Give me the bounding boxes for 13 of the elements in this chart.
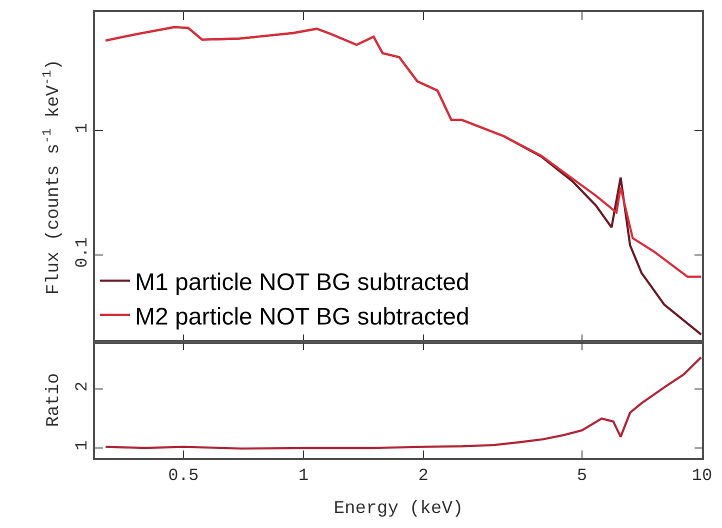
y-tick-label: 0.1 [73, 237, 92, 268]
legend-label: M1 particle NOT BG subtracted [135, 269, 470, 296]
y-tick-label: 2 [73, 381, 92, 392]
x-tick-label: 2 [418, 467, 428, 486]
y-tick-label: 1 [73, 123, 92, 134]
x-tick-label: 5 [576, 467, 588, 486]
x-axis-title: Energy (keV) [334, 498, 464, 519]
y-axis-title: Ratio [44, 373, 64, 428]
x-tick-label: 1 [298, 467, 309, 486]
x-tick-label: 0.5 [168, 467, 199, 486]
legend-label: M2 particle NOT BG subtracted [135, 303, 470, 330]
x-tick-label: 10 [692, 467, 712, 486]
y-tick-label: 1 [73, 440, 92, 451]
